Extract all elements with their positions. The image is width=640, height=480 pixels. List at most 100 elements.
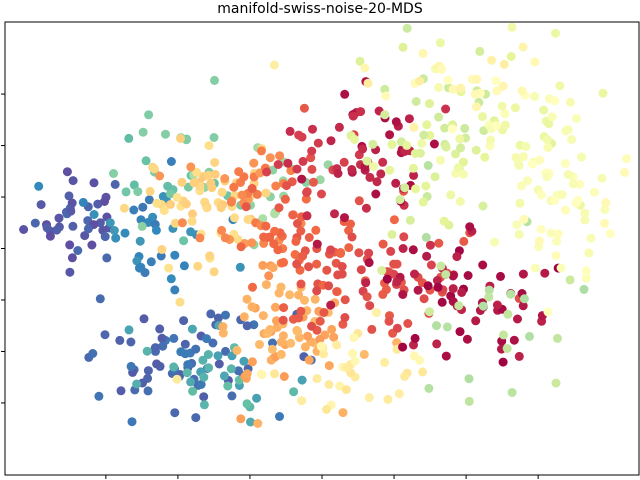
data-point-669 bbox=[432, 339, 442, 349]
data-point-639 bbox=[410, 333, 420, 343]
data-point-377 bbox=[220, 174, 230, 183]
data-point-857 bbox=[551, 251, 561, 261]
data-point-553 bbox=[294, 130, 304, 140]
data-point-811 bbox=[514, 229, 524, 239]
data-point-300 bbox=[279, 372, 289, 381]
data-point-448 bbox=[346, 219, 355, 229]
data-point-725 bbox=[425, 99, 434, 109]
data-point-596 bbox=[347, 165, 357, 174]
data-point-851 bbox=[584, 248, 594, 258]
data-point-667 bbox=[463, 271, 473, 280]
data-point-719 bbox=[377, 266, 387, 275]
data-point-147 bbox=[203, 350, 213, 359]
data-point-167 bbox=[246, 417, 255, 427]
data-point-661 bbox=[398, 290, 408, 299]
data-point-816 bbox=[586, 233, 596, 243]
data-point-30 bbox=[65, 240, 75, 250]
data-point-378 bbox=[220, 233, 230, 243]
data-point-452 bbox=[389, 215, 399, 225]
data-point-839 bbox=[568, 179, 578, 189]
data-point-838 bbox=[561, 205, 570, 215]
data-point-754 bbox=[424, 383, 434, 393]
data-point-664 bbox=[518, 301, 528, 311]
data-point-236 bbox=[209, 267, 219, 277]
data-point-276 bbox=[202, 203, 212, 213]
data-point-162 bbox=[199, 372, 209, 382]
data-point-800 bbox=[543, 143, 553, 153]
data-point-314 bbox=[285, 290, 295, 300]
data-point-730 bbox=[362, 156, 372, 166]
data-point-275 bbox=[205, 251, 215, 261]
data-point-130 bbox=[135, 263, 144, 273]
data-point-872 bbox=[472, 74, 482, 84]
data-point-589 bbox=[340, 213, 349, 223]
x-ticks bbox=[105, 475, 539, 479]
data-point-662 bbox=[422, 251, 432, 261]
data-point-873 bbox=[518, 42, 528, 52]
data-point-879 bbox=[409, 122, 419, 132]
data-point-784 bbox=[544, 119, 554, 129]
data-point-496 bbox=[362, 292, 372, 302]
data-point-9 bbox=[67, 253, 77, 263]
data-point-626 bbox=[382, 274, 392, 284]
data-point-759 bbox=[454, 301, 464, 311]
data-point-791 bbox=[497, 101, 507, 111]
data-point-392 bbox=[372, 308, 381, 318]
data-point-699 bbox=[411, 97, 421, 106]
data-point-310 bbox=[327, 324, 337, 334]
data-point-267 bbox=[152, 198, 162, 208]
data-point-663 bbox=[448, 271, 458, 281]
data-point-756 bbox=[553, 333, 562, 343]
data-point-474 bbox=[298, 251, 308, 261]
data-point-332 bbox=[258, 260, 268, 270]
data-point-539 bbox=[386, 246, 396, 256]
data-point-505 bbox=[304, 262, 314, 272]
data-point-161 bbox=[199, 400, 209, 410]
data-point-379 bbox=[271, 181, 281, 191]
data-point-763 bbox=[500, 109, 510, 119]
data-point-562 bbox=[262, 167, 272, 177]
data-point-118 bbox=[105, 218, 115, 228]
data-point-601 bbox=[361, 203, 371, 213]
data-point-390 bbox=[297, 396, 307, 406]
data-point-339 bbox=[242, 369, 252, 379]
data-point-464 bbox=[344, 243, 354, 253]
data-point-434 bbox=[309, 177, 318, 187]
data-point-658 bbox=[478, 260, 488, 270]
data-point-127 bbox=[179, 261, 189, 271]
data-point-521 bbox=[364, 248, 374, 258]
data-point-790 bbox=[547, 112, 557, 122]
data-point-590 bbox=[326, 136, 336, 146]
data-point-615 bbox=[376, 169, 386, 179]
data-point-600 bbox=[371, 189, 381, 199]
data-point-418 bbox=[172, 374, 182, 384]
data-point-305 bbox=[329, 332, 339, 342]
data-point-10 bbox=[54, 213, 64, 223]
data-point-34 bbox=[68, 176, 78, 186]
data-point-880 bbox=[381, 91, 391, 101]
data-point-329 bbox=[276, 337, 286, 347]
data-point-351 bbox=[186, 162, 196, 172]
data-point-381 bbox=[265, 153, 275, 163]
data-point-278 bbox=[170, 218, 180, 228]
data-point-881 bbox=[517, 86, 527, 96]
data-point-105 bbox=[115, 335, 125, 345]
data-point-648 bbox=[423, 281, 433, 291]
data-point-228 bbox=[175, 297, 185, 307]
data-point-89 bbox=[214, 359, 224, 369]
y-ticks bbox=[1, 93, 5, 404]
data-point-821 bbox=[600, 218, 610, 228]
data-point-128 bbox=[89, 210, 99, 219]
data-point-75 bbox=[155, 324, 165, 334]
data-point-750 bbox=[442, 322, 452, 332]
data-point-748 bbox=[499, 330, 508, 340]
data-point-819 bbox=[511, 152, 521, 162]
data-point-129 bbox=[158, 192, 168, 201]
data-point-841 bbox=[563, 170, 573, 179]
data-point-64 bbox=[176, 347, 186, 357]
data-point-760 bbox=[446, 190, 456, 200]
data-point-264 bbox=[177, 177, 187, 187]
data-point-413 bbox=[400, 371, 410, 381]
data-point-507 bbox=[326, 245, 336, 255]
data-point-598 bbox=[404, 114, 414, 124]
